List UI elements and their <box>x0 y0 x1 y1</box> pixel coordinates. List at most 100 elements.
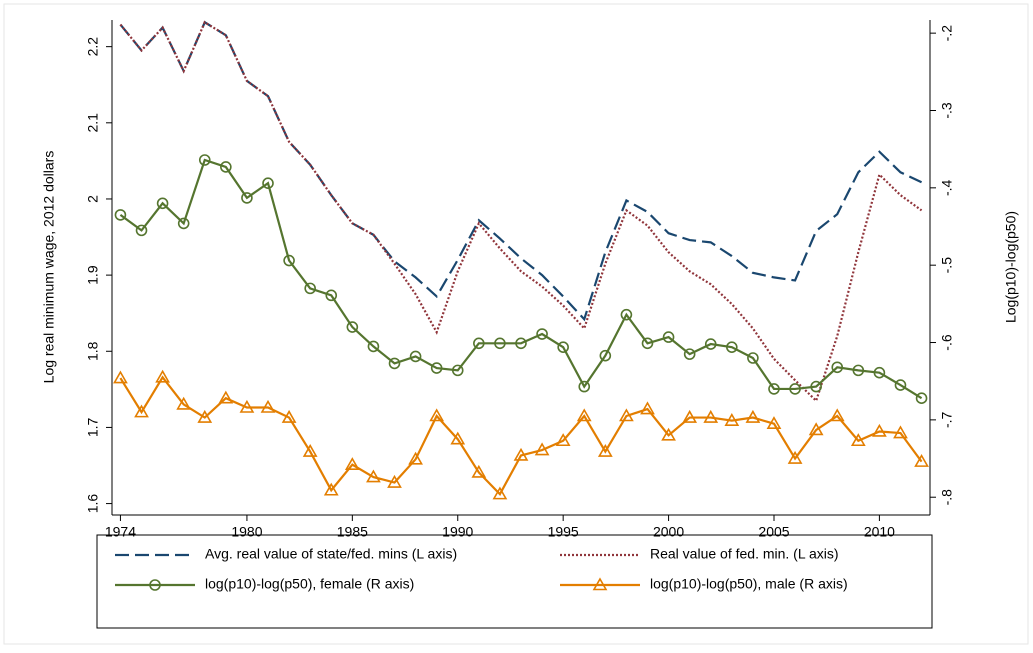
y-axis-title: Log real minimum wage, 2012 dollars <box>41 151 57 384</box>
marker <box>578 380 591 393</box>
marker <box>726 341 738 353</box>
marker <box>346 321 359 333</box>
marker <box>536 328 548 340</box>
marker <box>135 224 148 237</box>
x-tick-label: 1990 <box>442 524 473 540</box>
legend-label: Avg. real value of state/fed. mins (L ax… <box>205 546 457 562</box>
marker <box>155 369 170 383</box>
marker <box>852 364 865 377</box>
marker <box>430 362 443 374</box>
marker <box>534 442 550 456</box>
marker <box>471 464 487 478</box>
y2-tick-label: -.2 <box>939 25 955 42</box>
marker <box>283 254 295 267</box>
marker <box>176 396 192 410</box>
marker <box>260 399 276 413</box>
frame <box>3 3 1029 645</box>
marker <box>241 192 253 204</box>
y2-tick-label: -.7 <box>939 411 955 428</box>
marker <box>113 370 128 384</box>
marker <box>597 443 613 457</box>
marker <box>239 399 255 413</box>
marker <box>872 423 887 437</box>
marker <box>808 422 824 436</box>
marker <box>451 364 464 377</box>
marker <box>323 482 339 496</box>
marker <box>893 425 908 439</box>
marker <box>198 154 211 166</box>
marker <box>641 337 654 350</box>
marker <box>220 161 232 173</box>
y2-tick-label: -.5 <box>939 257 955 274</box>
marker <box>262 177 274 189</box>
marker <box>914 454 929 467</box>
marker <box>661 427 676 441</box>
marker <box>724 413 740 426</box>
marker <box>325 289 338 302</box>
marker <box>492 486 508 500</box>
marker <box>450 431 466 445</box>
legend-marker <box>592 577 608 591</box>
marker <box>344 457 360 471</box>
marker <box>366 469 381 483</box>
marker <box>515 337 527 350</box>
marker <box>766 416 782 430</box>
marker <box>640 401 655 415</box>
x-tick-label: 2005 <box>758 524 789 540</box>
marker <box>388 357 401 370</box>
x-tick-label: 1995 <box>548 524 579 540</box>
marker <box>387 474 402 488</box>
marker <box>429 408 445 422</box>
marker <box>747 352 759 364</box>
marker <box>304 282 316 295</box>
marker <box>683 348 696 360</box>
marker <box>620 308 633 321</box>
marker <box>473 337 485 350</box>
marker <box>156 197 169 210</box>
marker <box>703 409 719 423</box>
x-tick-label: 1980 <box>231 524 262 540</box>
y-tick-label: 1.8 <box>85 341 101 361</box>
y-tick-label: 1.7 <box>85 417 101 437</box>
marker <box>134 404 149 418</box>
y2-tick-label: -.3 <box>939 102 955 119</box>
marker <box>829 408 845 422</box>
x-tick-label: 2010 <box>864 524 895 540</box>
marker <box>302 443 318 457</box>
marker <box>850 433 866 447</box>
legend-label: log(p10)-log(p50), male (R axis) <box>650 576 848 592</box>
marker <box>281 409 297 423</box>
marker <box>662 331 675 343</box>
legend-box <box>96 534 933 629</box>
marker <box>619 408 634 422</box>
marker <box>218 390 234 404</box>
marker <box>513 447 529 461</box>
legend-marker <box>149 579 161 591</box>
marker <box>810 380 822 393</box>
y-tick-label: 1.6 <box>85 494 101 514</box>
y-tick-label: 1.9 <box>85 265 101 285</box>
marker <box>745 409 761 423</box>
marker <box>408 451 423 465</box>
y2-tick-label: -.4 <box>939 179 955 196</box>
series-line <box>119 158 923 400</box>
marker <box>599 349 612 362</box>
marker <box>576 408 592 422</box>
marker <box>367 340 380 353</box>
marker <box>704 338 717 350</box>
x-tick-label: 1985 <box>337 524 368 540</box>
marker <box>894 379 907 391</box>
marker <box>768 383 780 395</box>
marker <box>787 450 803 464</box>
marker <box>555 433 571 447</box>
legend-label: log(p10)-log(p50), female (R axis) <box>205 576 414 592</box>
marker <box>494 337 506 350</box>
y2-axis-title: Log(p10)-log(p50) <box>1003 211 1019 323</box>
marker <box>873 366 886 379</box>
marker <box>177 217 190 230</box>
marker <box>114 209 127 221</box>
marker <box>789 383 801 395</box>
series-line <box>119 20 923 403</box>
x-tick-label: 2000 <box>653 524 684 540</box>
